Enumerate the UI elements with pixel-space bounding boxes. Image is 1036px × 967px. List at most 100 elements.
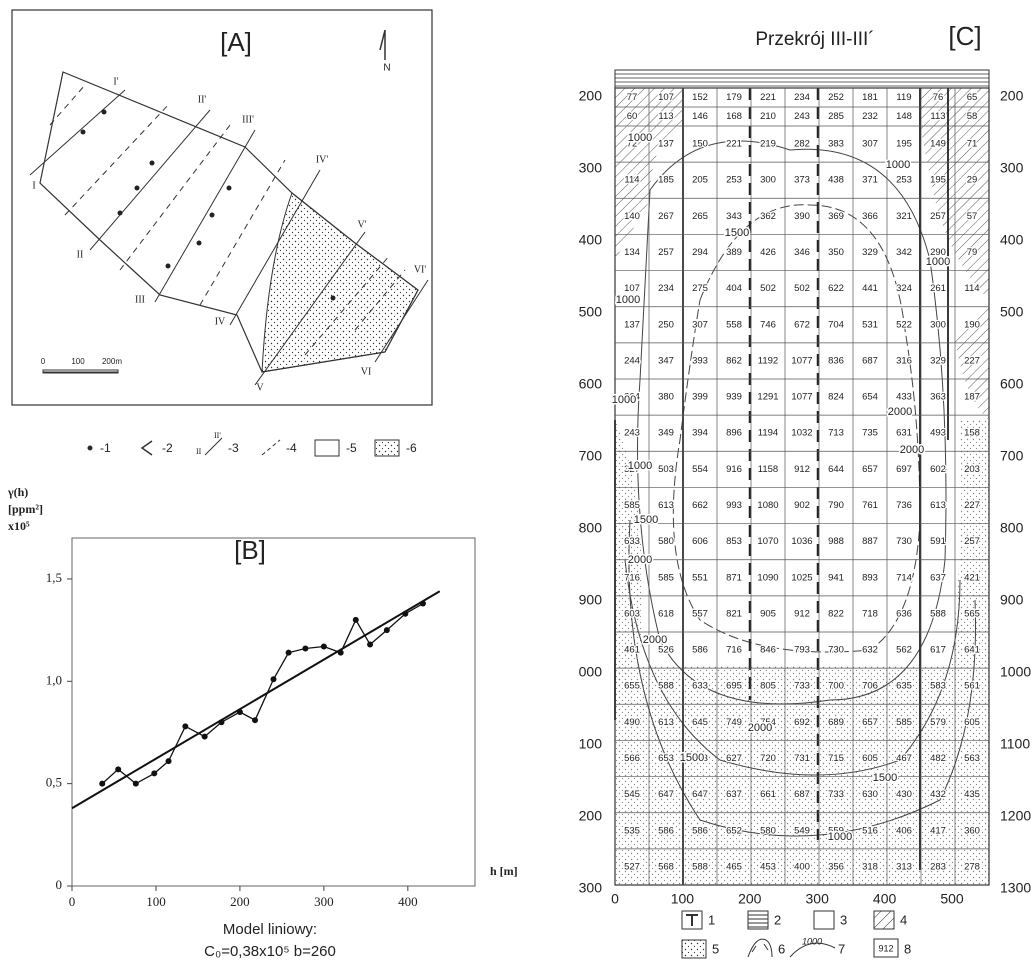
top-layer-lines — [615, 73, 989, 87]
caption: Model liniowy: — [223, 921, 317, 938]
cell-value: 689 — [828, 717, 844, 728]
cell-value: 583 — [930, 681, 946, 692]
cell-value: 275 — [692, 283, 708, 294]
cell-value: 503 — [658, 464, 674, 475]
cell-value: 435 — [964, 789, 980, 800]
cell-value: 871 — [726, 572, 742, 583]
contour-label: 1500 — [873, 772, 897, 784]
depth-label-right: 1100 — [1000, 736, 1030, 752]
cell-value: 605 — [964, 717, 980, 728]
cell-value: 360 — [964, 825, 980, 836]
y-tick-label: 0,5 — [46, 775, 62, 790]
cell-value: 252 — [828, 92, 844, 103]
cell-value: 657 — [862, 464, 878, 475]
cell-value: 579 — [930, 717, 946, 728]
cell-value: 421 — [964, 572, 980, 583]
section-start-label: I — [32, 180, 35, 191]
panel-b: [B] γ(h) [ppm²] x10⁵ h [m] 0 100 200 300 400 0 0,5 1… — [7, 485, 518, 960]
cell-value: 916 — [726, 464, 742, 475]
depth-label-right: 300 — [1000, 160, 1024, 176]
cell-value: 846 — [760, 645, 776, 656]
distance-label: 400 — [873, 891, 897, 907]
depth-label-right: 400 — [1000, 232, 1024, 248]
cell-value: 490 — [624, 717, 640, 728]
cell-value: 373 — [794, 175, 810, 186]
cell-value: 606 — [692, 536, 708, 547]
cell-value: 342 — [896, 247, 912, 258]
cell-value: 168 — [726, 111, 742, 122]
cell-value: 1025 — [791, 572, 812, 583]
cell-value: 185 — [658, 175, 674, 186]
cell-value: 653 — [658, 753, 674, 764]
cell-value: 939 — [726, 392, 742, 403]
cell-value: 1194 — [758, 428, 778, 439]
cell-value: 366 — [862, 211, 878, 222]
cell-value: 356 — [828, 861, 844, 872]
cell-value: 602 — [930, 464, 946, 475]
cell-value: 465 — [726, 861, 742, 872]
scale-label: 100 — [71, 357, 85, 366]
cell-value: 243 — [624, 428, 640, 439]
cell-value: 1080 — [757, 500, 778, 511]
depth-label-left: 300 — [579, 160, 603, 176]
cell-value: 467 — [896, 753, 912, 764]
legend-label: -4 — [286, 441, 297, 455]
legend-label: 5 — [712, 941, 719, 956]
cell-value: 531 — [862, 319, 878, 330]
cell-value: 347 — [658, 355, 674, 366]
cell-value: 730 — [896, 536, 912, 547]
contour-label: 2000 — [900, 444, 924, 456]
depth-label-right: 1300 — [1000, 880, 1031, 896]
cell-value: 324 — [896, 283, 912, 294]
cell-value: 617 — [930, 645, 946, 656]
depth-label-right: 600 — [1000, 376, 1024, 392]
cell-value: 535 — [624, 825, 640, 836]
cell-value: 502 — [794, 283, 810, 294]
data-point — [402, 610, 409, 617]
cell-value: 603 — [624, 608, 640, 619]
contour-label: 1000 — [616, 294, 640, 306]
panel-title: [A] — [220, 27, 252, 57]
cell-value: 585 — [624, 500, 640, 511]
cell-value: 993 — [726, 500, 742, 511]
cell-value: 704 — [828, 319, 844, 330]
cell-value: 329 — [862, 247, 878, 258]
section-end-label: IV' — [316, 154, 329, 165]
legend-label: -1 — [100, 441, 111, 455]
cell-value: 285 — [828, 111, 844, 122]
cell-value: 559 — [828, 825, 844, 836]
depth-label-right: 700 — [1000, 448, 1024, 464]
cell-value: 195 — [930, 175, 946, 186]
depth-label-right: 200 — [1000, 88, 1024, 104]
cell-value: 733 — [828, 789, 844, 800]
cell-value: 862 — [726, 355, 742, 366]
legend-label: -6 — [406, 441, 417, 455]
cell-value: 585 — [658, 572, 674, 583]
cell-value: 580 — [760, 825, 776, 836]
y-tick-label: 1,0 — [46, 672, 62, 687]
depth-label-right: 1200 — [1000, 808, 1031, 824]
y-tick-label: 1,5 — [46, 570, 62, 585]
dashed-boreholes — [748, 88, 820, 840]
cell-value: 637 — [930, 572, 946, 583]
cell-value: 566 — [624, 753, 640, 764]
cell-value: 588 — [930, 608, 946, 619]
cell-value: 406 — [896, 825, 912, 836]
data-point — [151, 770, 158, 777]
legend-label: 4 — [900, 912, 907, 927]
section-title: Przekrój III-III´ — [755, 29, 874, 50]
cell-value: 730 — [828, 645, 844, 656]
cell-value: 321 — [896, 211, 912, 222]
depth-label-right: 500 — [1000, 304, 1024, 320]
cell-value: 119 — [896, 92, 911, 103]
cell-value: 912 — [794, 608, 810, 619]
cell-value: 316 — [896, 355, 912, 366]
depth-label-left: 900 — [579, 592, 603, 608]
cell-value: 179 — [726, 92, 742, 103]
cell-value: 736 — [896, 500, 912, 511]
contour-label: 2000 — [888, 406, 912, 418]
panel-c: Przekrój III-III´ [C]77 107 152 179 221 234 252… — [579, 21, 1031, 959]
cell-value: 718 — [862, 608, 878, 619]
